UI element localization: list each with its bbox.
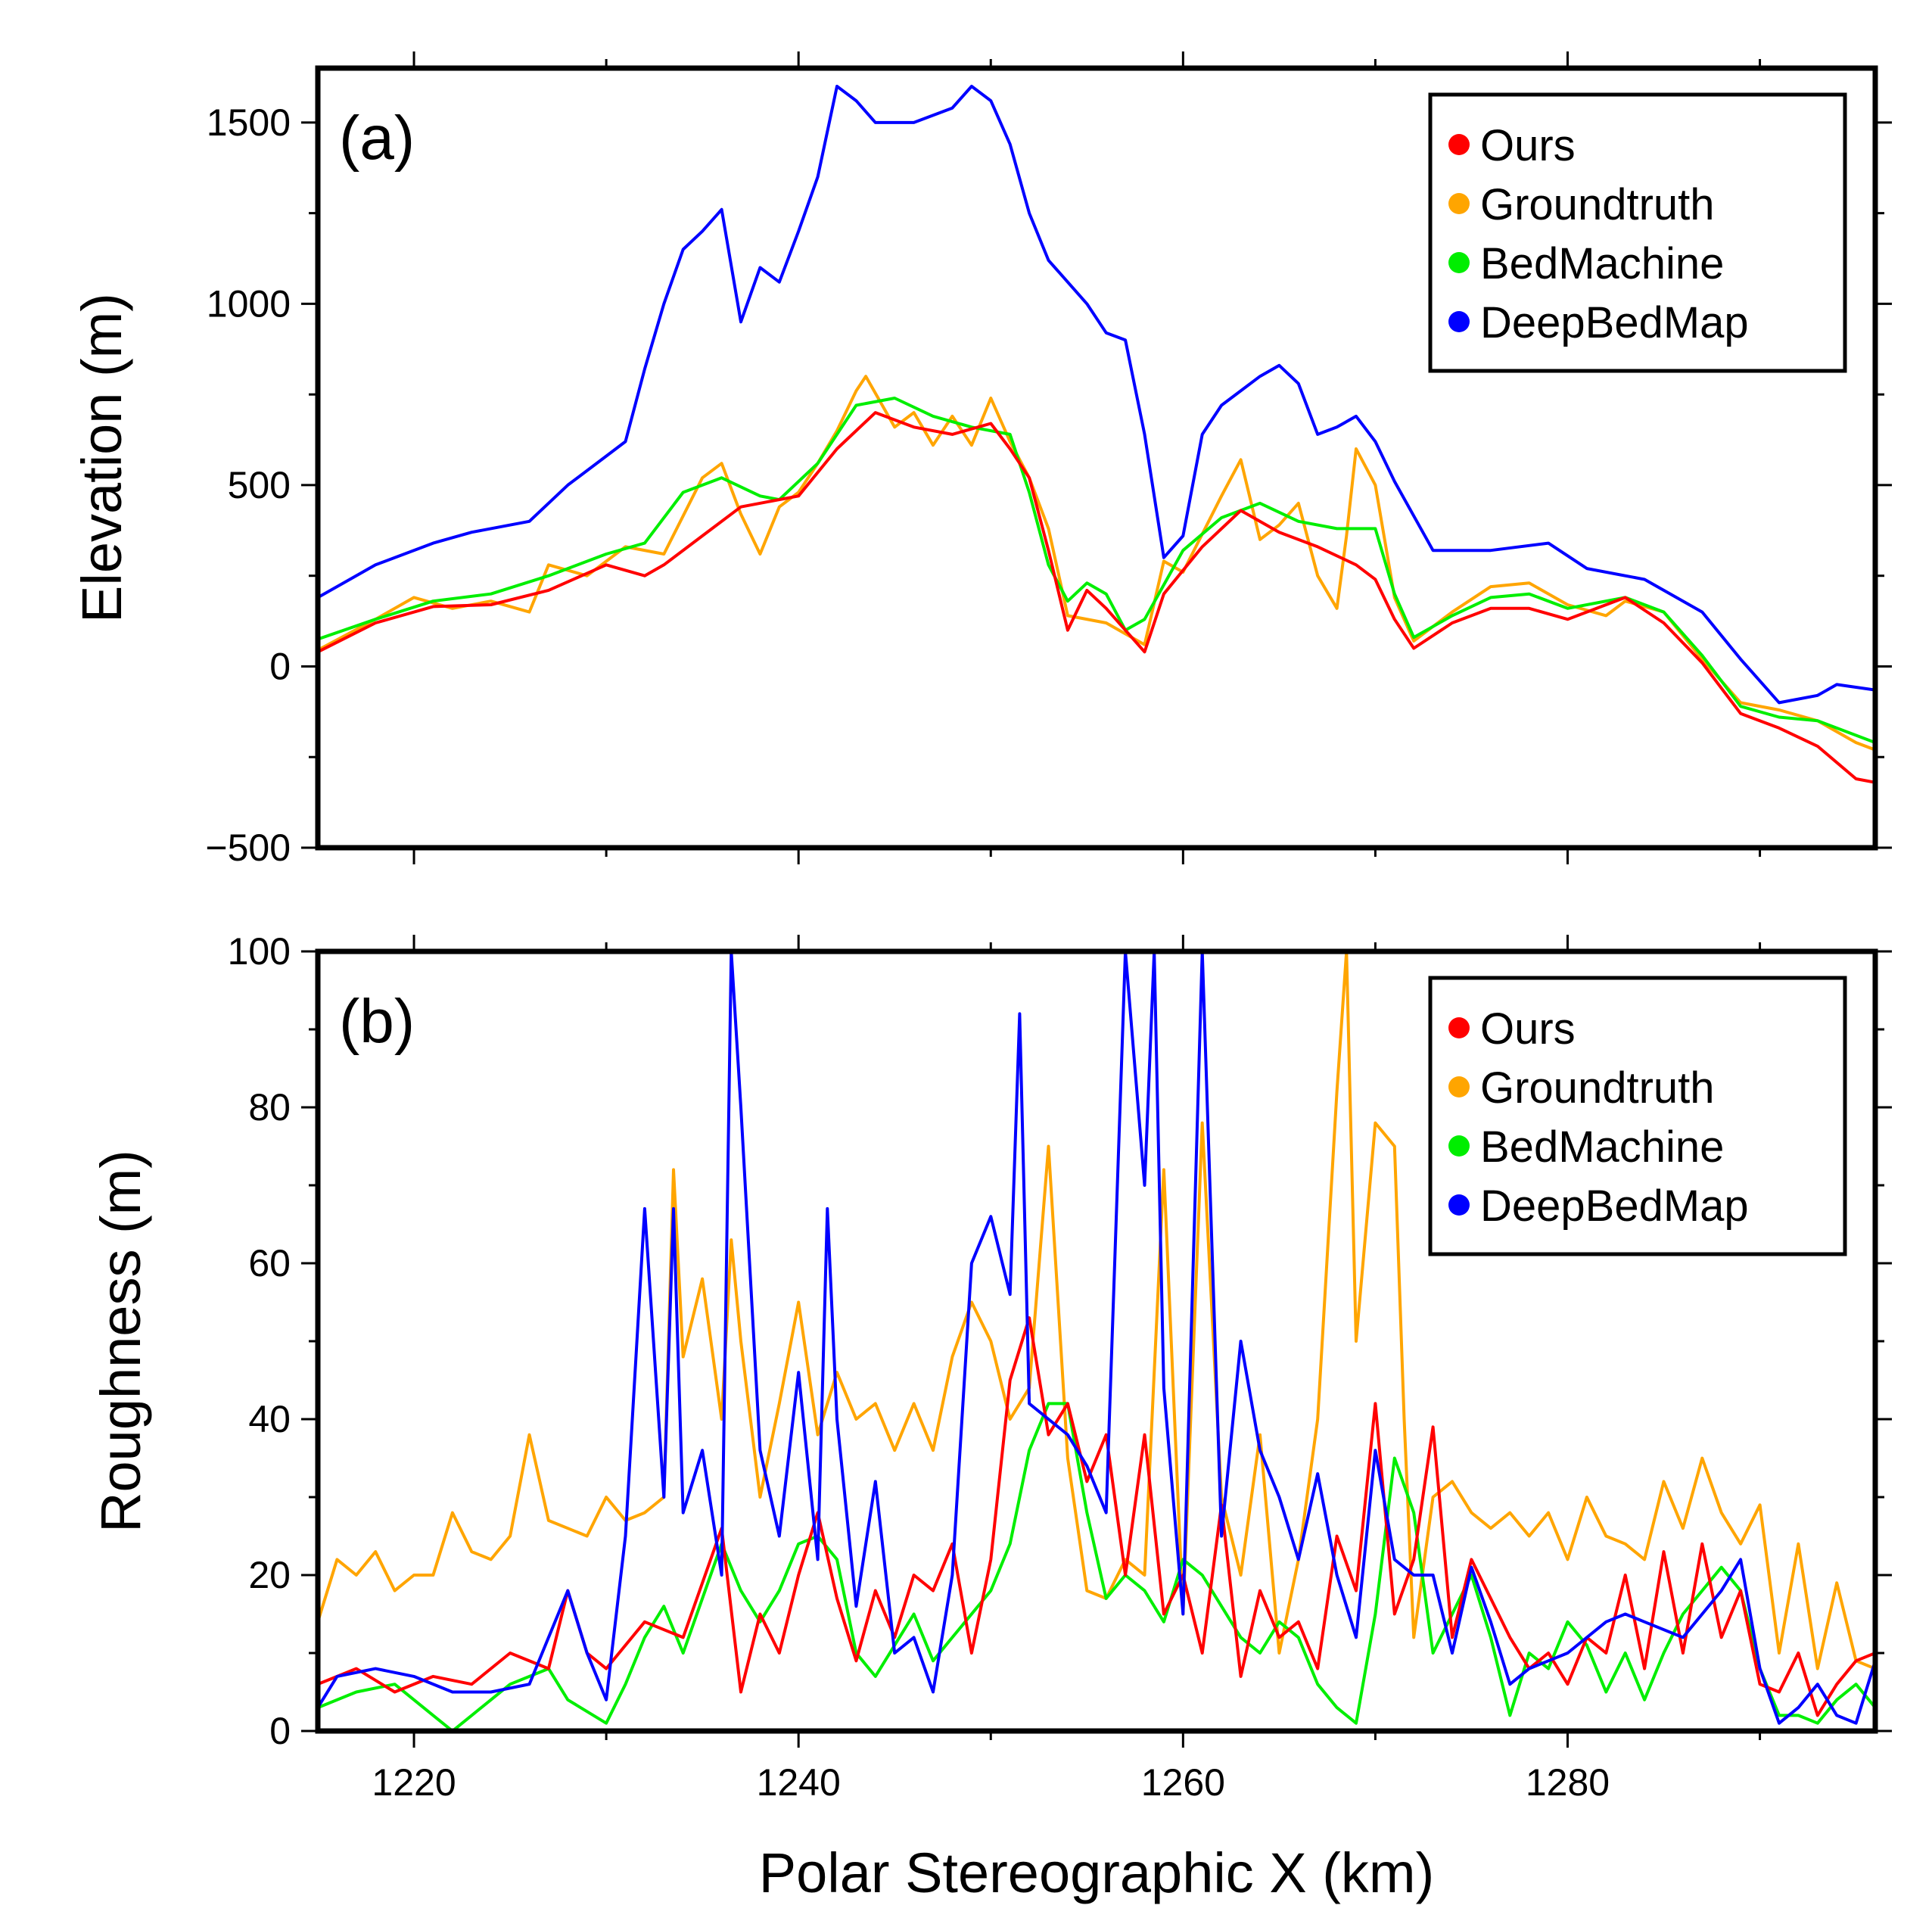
panel-a-elevation: −500 0 500 1000 1500 (a) Elevation (m) Ours G… bbox=[70, 51, 1892, 869]
y-tick-label: 1000 bbox=[207, 282, 291, 325]
legend-marker-groundtruth bbox=[1448, 193, 1470, 214]
x-tick-label: 1260 bbox=[1141, 1761, 1225, 1804]
series-line-groundtruth bbox=[318, 951, 1875, 1670]
x-tick-label: 1220 bbox=[372, 1761, 456, 1804]
y-tick-label: 0 bbox=[269, 1710, 291, 1752]
y-tick-label: 1500 bbox=[207, 101, 291, 144]
x-axis-title: Polar Stereographic X (km) bbox=[759, 1841, 1434, 1904]
panel-b-label: (b) bbox=[339, 987, 415, 1056]
legend-marker-deepbedmap bbox=[1448, 311, 1470, 332]
legend-label-groundtruth: Groundtruth bbox=[1480, 1063, 1715, 1113]
legend-marker-ours bbox=[1448, 1017, 1470, 1038]
x-tick-label: 1280 bbox=[1526, 1761, 1610, 1804]
x-tick-label: 1240 bbox=[757, 1761, 841, 1804]
y-tick-label: 40 bbox=[248, 1398, 291, 1440]
legend-marker-deepbedmap bbox=[1448, 1194, 1470, 1216]
panel-a-legend: Ours Groundtruth BedMachine DeepBedMap bbox=[1428, 92, 1847, 373]
legend-label-bedmachine: BedMachine bbox=[1480, 1122, 1724, 1172]
plot-area bbox=[318, 85, 1875, 784]
legend-label-deepbedmap: DeepBedMap bbox=[1480, 298, 1749, 347]
y-tick-label: 100 bbox=[228, 930, 291, 973]
y-tick-label: 80 bbox=[248, 1086, 291, 1129]
legend-marker-groundtruth bbox=[1448, 1076, 1470, 1097]
panel-b-ticks: 0 20 40 60 80 100 1220 1240 1260 1280 bbox=[228, 930, 1892, 1804]
y-tick-label: 60 bbox=[248, 1242, 291, 1284]
series-line-groundtruth bbox=[318, 375, 1875, 752]
y-tick-label: −500 bbox=[205, 827, 291, 869]
legend-box bbox=[1428, 976, 1847, 1256]
series-line-ours bbox=[318, 411, 1875, 784]
legend-marker-ours bbox=[1448, 134, 1470, 155]
legend-label-ours: Ours bbox=[1480, 121, 1576, 170]
panel-b-frame bbox=[315, 948, 1878, 1734]
panel-b-series bbox=[318, 951, 1875, 1731]
panel-a-frame bbox=[315, 65, 1878, 851]
legend-label-deepbedmap: DeepBedMap bbox=[1480, 1181, 1749, 1231]
series-line-bedmachine bbox=[318, 397, 1875, 745]
series-line-deepbedmap bbox=[318, 85, 1875, 705]
legend-label-groundtruth: Groundtruth bbox=[1480, 180, 1715, 229]
legend-label-bedmachine: BedMachine bbox=[1480, 239, 1724, 288]
y-tick-label: 0 bbox=[269, 645, 291, 687]
legend-marker-bedmachine bbox=[1448, 1135, 1470, 1157]
panel-b-roughness: 0 20 40 60 80 100 1220 1240 1260 1280 (b) Roughne… bbox=[89, 930, 1892, 1804]
series-line-deepbedmap bbox=[318, 951, 1875, 1725]
legend-marker-bedmachine bbox=[1448, 252, 1470, 273]
plot-area bbox=[318, 951, 1875, 1731]
panel-a-series bbox=[318, 85, 1875, 784]
series-line-bedmachine bbox=[318, 1402, 1875, 1731]
legend-box bbox=[1428, 92, 1847, 373]
legend-label-ours: Ours bbox=[1480, 1004, 1576, 1054]
panel-a-ticks: −500 0 500 1000 1500 bbox=[205, 51, 1892, 869]
series-line-ours bbox=[318, 1316, 1875, 1717]
panel-a-label: (a) bbox=[339, 104, 415, 173]
panel-b-y-axis-title: Roughness (m) bbox=[89, 1150, 152, 1533]
y-tick-label: 500 bbox=[228, 464, 291, 506]
y-tick-label: 20 bbox=[248, 1554, 291, 1596]
panel-b-legend: Ours Groundtruth BedMachine DeepBedMap bbox=[1428, 976, 1847, 1256]
panel-a-y-axis-title: Elevation (m) bbox=[70, 293, 133, 623]
